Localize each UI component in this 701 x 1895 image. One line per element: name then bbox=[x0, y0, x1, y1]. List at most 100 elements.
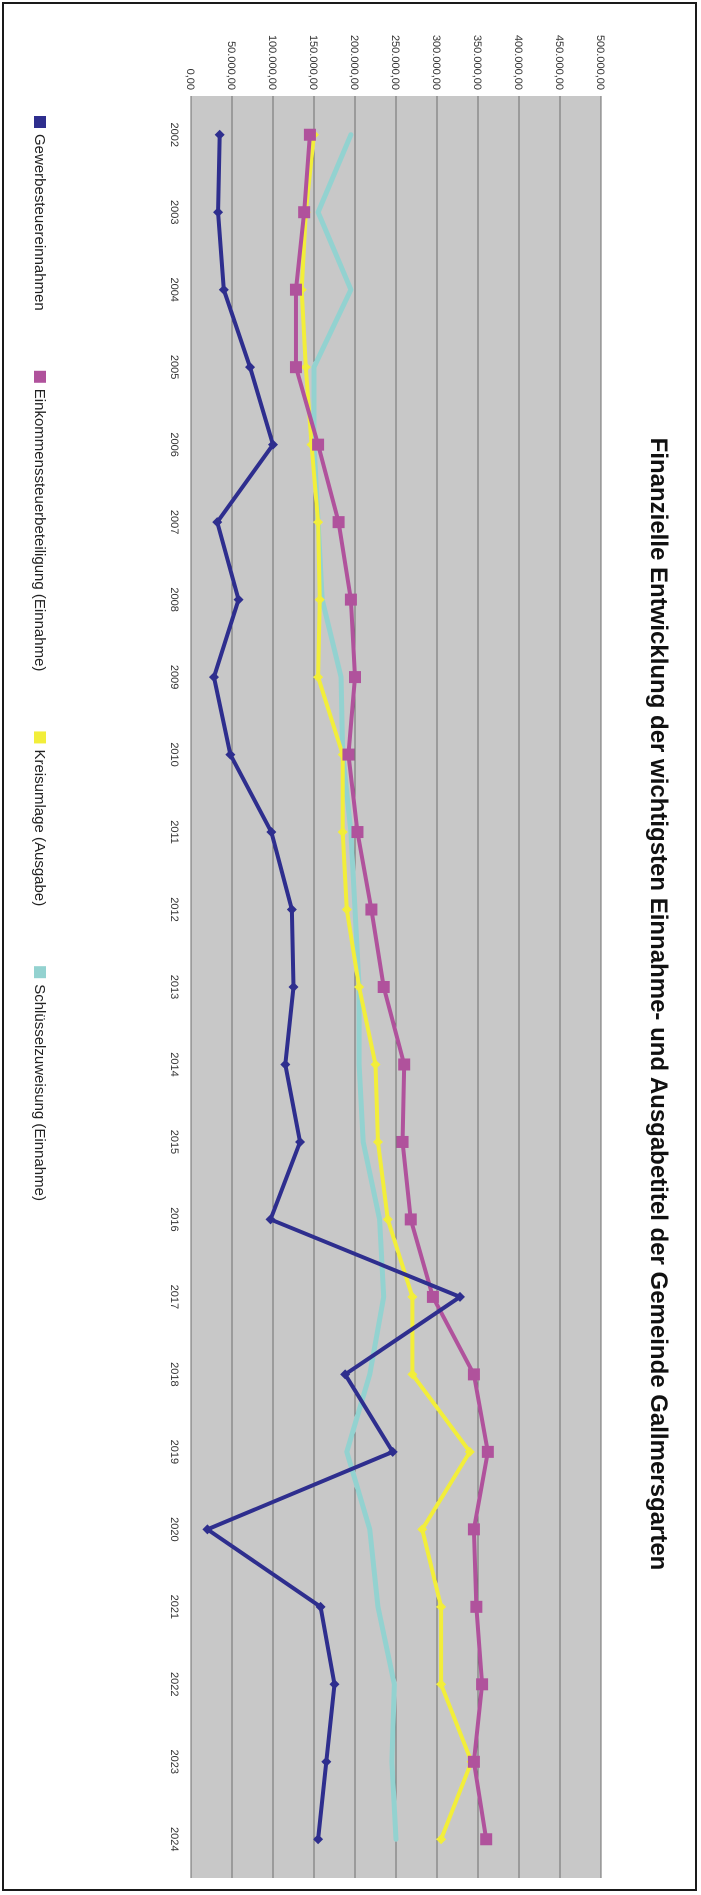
data-point bbox=[436, 1834, 447, 1845]
y-tick-label: 250.000,00 bbox=[389, 35, 401, 90]
legend: Gewerbesteuereinnahmen Einkommenssteuerbe… bbox=[31, 116, 48, 1201]
data-point bbox=[481, 1445, 494, 1458]
x-tick-label: 2017 bbox=[168, 1285, 180, 1309]
legend-label: Einkommenssteuerbeteiligung (Einnahme) bbox=[31, 389, 48, 672]
data-point bbox=[233, 594, 244, 605]
plot-area: 0,00 50.000,00 100.000,00 150.000,00 200.000… bbox=[168, 35, 606, 1878]
data-point bbox=[351, 826, 364, 839]
x-tick-label: 2004 bbox=[168, 277, 180, 301]
data-point bbox=[202, 1524, 213, 1535]
legend-swatch bbox=[34, 370, 46, 383]
data-point bbox=[329, 1679, 340, 1690]
data-point bbox=[298, 206, 311, 219]
y-tick-label: 200.000,00 bbox=[348, 35, 360, 90]
x-tick-label: 2020 bbox=[168, 1517, 180, 1541]
data-point bbox=[476, 1678, 489, 1691]
data-point bbox=[396, 1135, 409, 1148]
data-point bbox=[404, 1213, 417, 1226]
data-point bbox=[387, 1446, 398, 1457]
x-tick-label: 2003 bbox=[168, 200, 180, 224]
data-point bbox=[341, 904, 352, 915]
line-chart: Finanzielle Entwicklung der wichtigsten … bbox=[31, 35, 672, 1878]
x-tick-label: 2021 bbox=[168, 1595, 180, 1619]
x-tick-label: 2010 bbox=[168, 742, 180, 766]
data-point bbox=[467, 1523, 480, 1536]
legend-swatch bbox=[34, 116, 46, 128]
x-tick-label: 2006 bbox=[168, 432, 180, 456]
data-point bbox=[313, 672, 324, 683]
data-point bbox=[342, 748, 355, 761]
y-tick-label: 0,00 bbox=[184, 69, 196, 90]
x-tick-label: 2009 bbox=[168, 665, 180, 689]
data-point bbox=[340, 1369, 351, 1380]
data-point bbox=[280, 1059, 291, 1070]
data-point bbox=[300, 362, 311, 373]
data-point bbox=[436, 1601, 447, 1612]
data-point bbox=[313, 1834, 324, 1845]
x-tick-label: 2002 bbox=[168, 122, 180, 146]
data-point bbox=[332, 516, 345, 529]
data-point bbox=[407, 1291, 418, 1302]
data-point bbox=[289, 283, 302, 296]
data-point bbox=[288, 982, 299, 992]
data-point bbox=[321, 1756, 332, 1767]
x-tick-label: 2019 bbox=[168, 1440, 180, 1464]
data-point bbox=[354, 982, 365, 992]
x-tick-label: 2005 bbox=[168, 355, 180, 379]
legend-label: Gewerbesteuereinnahmen bbox=[31, 134, 48, 311]
data-point bbox=[467, 1368, 480, 1381]
x-tick-label: 2015 bbox=[168, 1130, 180, 1154]
x-tick-label: 2014 bbox=[168, 1052, 180, 1076]
x-tick-label: 2013 bbox=[168, 975, 180, 999]
chart-title: Finanzielle Entwicklung der wichtigsten … bbox=[645, 438, 672, 1571]
y-tick-label: 100.000,00 bbox=[266, 35, 278, 90]
data-point bbox=[218, 284, 229, 295]
data-point bbox=[312, 438, 325, 451]
data-point bbox=[407, 1369, 418, 1380]
x-tick-label: 2023 bbox=[168, 1750, 180, 1774]
data-point bbox=[208, 672, 219, 683]
data-point bbox=[212, 517, 223, 528]
data-point bbox=[398, 1058, 411, 1071]
legend-swatch bbox=[34, 731, 46, 744]
x-tick-label: 2022 bbox=[168, 1672, 180, 1696]
data-point bbox=[303, 128, 316, 141]
data-point bbox=[245, 362, 256, 373]
data-point bbox=[315, 1601, 326, 1612]
data-point bbox=[286, 904, 297, 915]
data-point bbox=[370, 1059, 381, 1070]
data-point bbox=[295, 1136, 306, 1147]
x-tick-label: 2018 bbox=[168, 1362, 180, 1386]
y-tick-label: 300.000,00 bbox=[430, 35, 442, 90]
y-tick-label: 150.000,00 bbox=[307, 35, 319, 90]
x-tick-label: 2012 bbox=[168, 897, 180, 921]
data-point bbox=[314, 594, 325, 605]
data-point bbox=[344, 593, 357, 606]
data-point bbox=[268, 439, 278, 450]
y-tick-label: 500.000,00 bbox=[594, 35, 606, 90]
data-point bbox=[213, 207, 224, 218]
data-point bbox=[467, 1755, 480, 1768]
data-point bbox=[266, 827, 277, 838]
data-point bbox=[417, 1524, 428, 1535]
data-point bbox=[372, 1136, 383, 1147]
x-tick-label: 2011 bbox=[168, 820, 180, 844]
data-point bbox=[377, 981, 390, 993]
data-point bbox=[313, 517, 324, 528]
data-point bbox=[382, 1214, 393, 1225]
data-point bbox=[289, 361, 302, 374]
legend-label: Kreisumlage (Ausgabe) bbox=[31, 749, 48, 906]
x-tick-label: 2007 bbox=[168, 510, 180, 534]
data-point bbox=[480, 1833, 493, 1846]
y-tick-label: 400.000,00 bbox=[512, 35, 524, 90]
x-tick-label: 2016 bbox=[168, 1207, 180, 1231]
x-tick-label: 2024 bbox=[168, 1827, 180, 1851]
data-point bbox=[426, 1290, 439, 1303]
x-tick-label: 2008 bbox=[168, 587, 180, 611]
data-point bbox=[225, 749, 236, 760]
y-tick-label: 450.000,00 bbox=[553, 35, 565, 90]
data-point bbox=[470, 1600, 483, 1613]
legend-swatch bbox=[34, 966, 46, 979]
data-point bbox=[436, 1679, 447, 1690]
